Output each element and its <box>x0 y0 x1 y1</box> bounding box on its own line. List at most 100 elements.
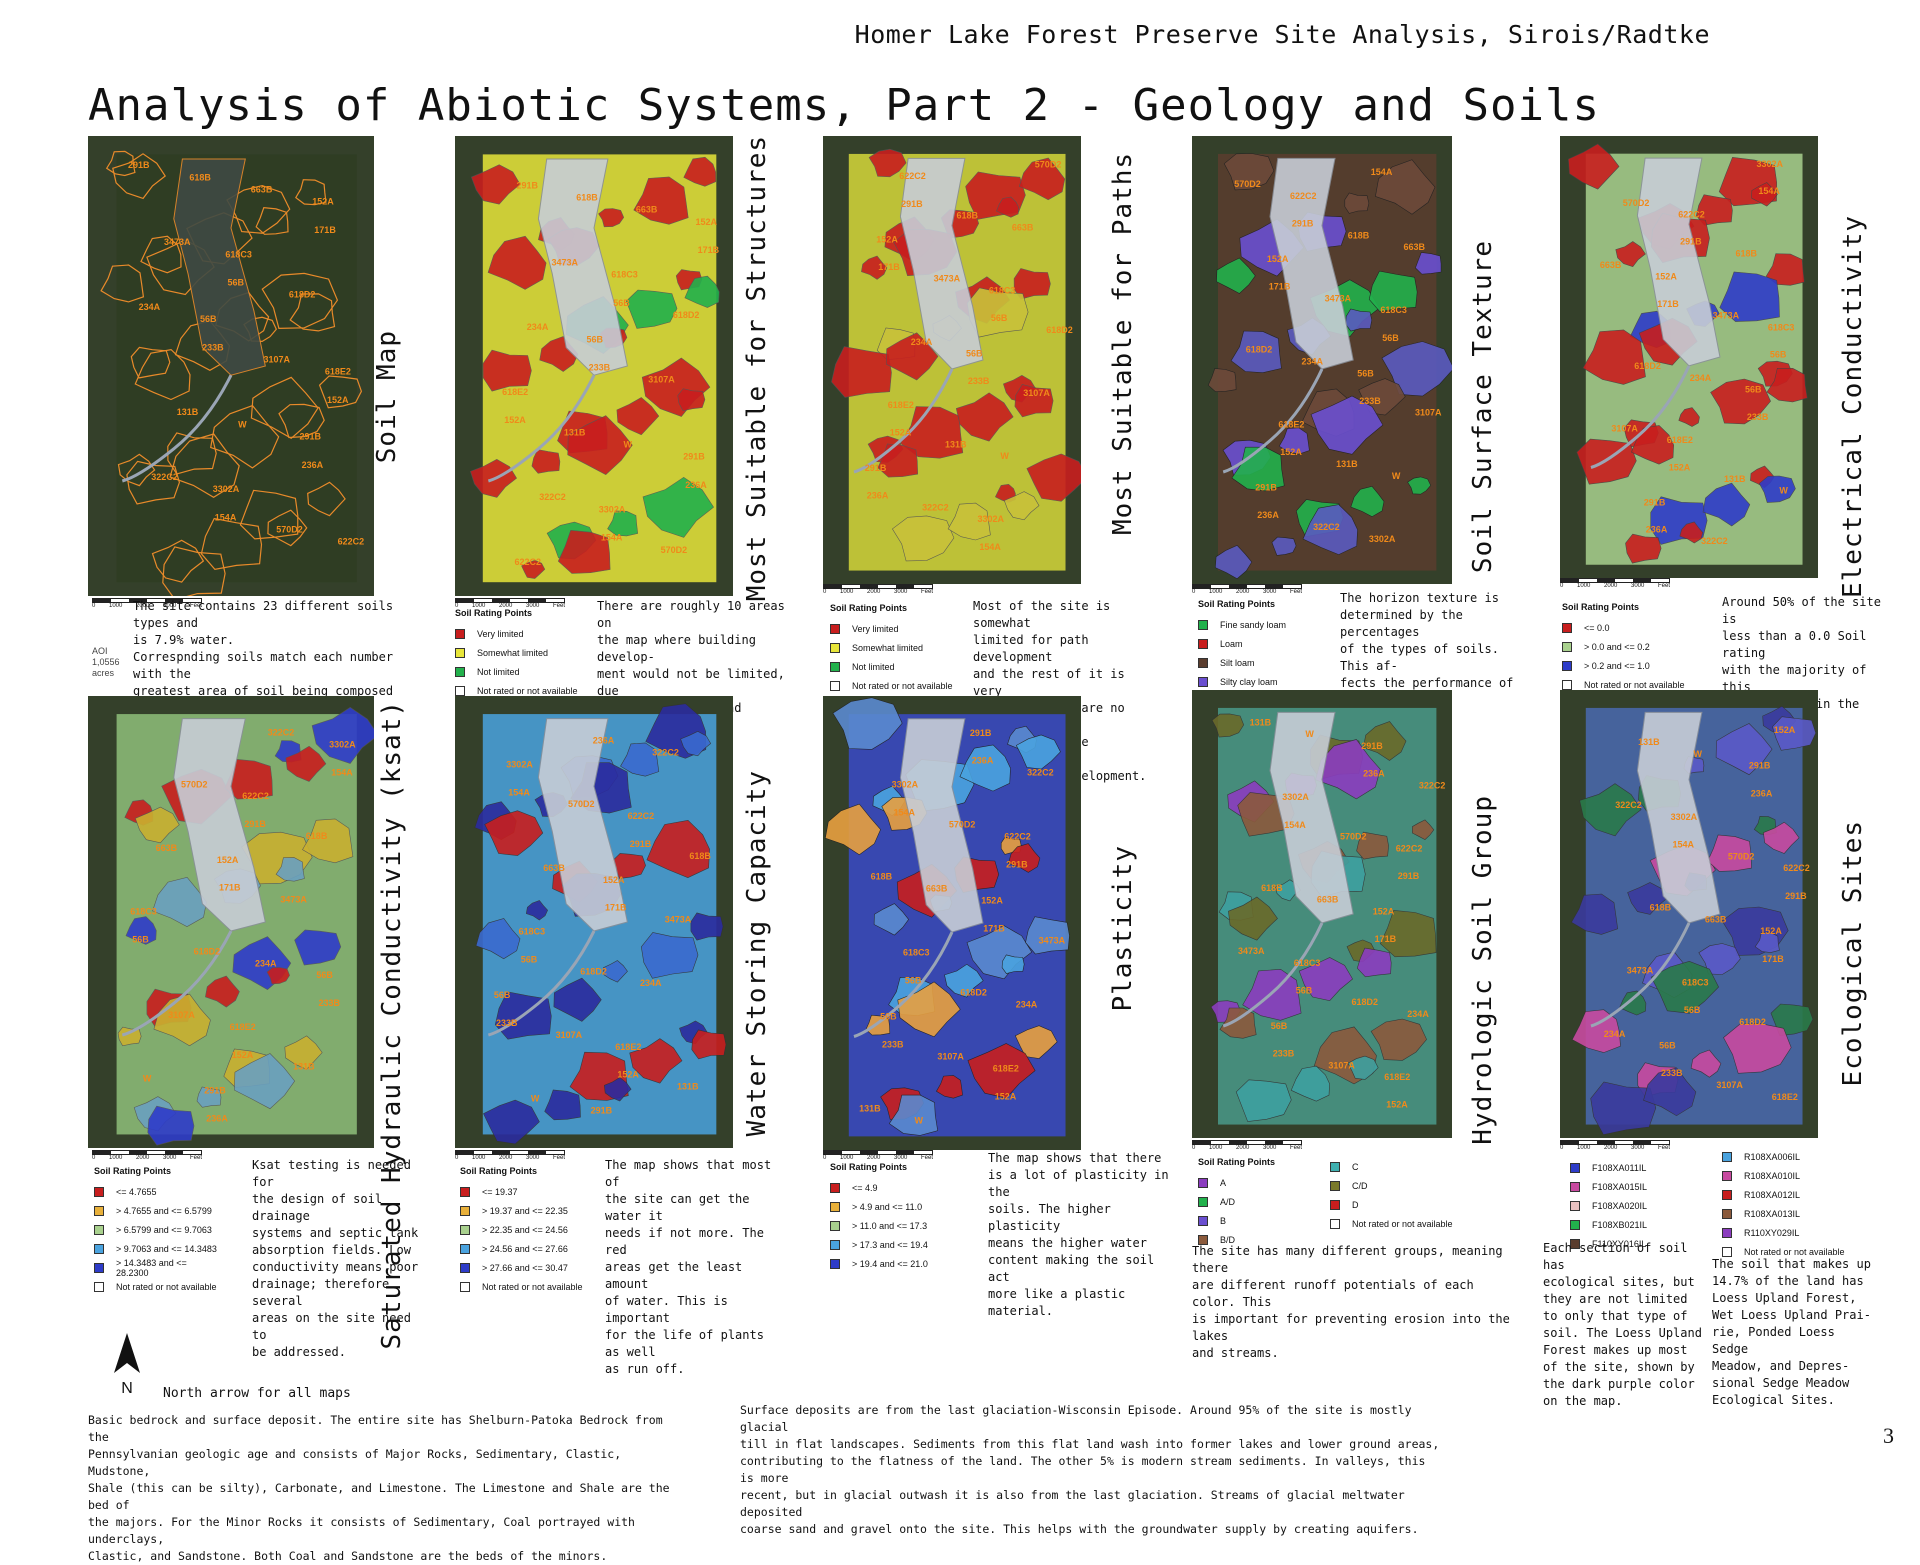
soil-unit-label: 171B <box>1657 299 1679 309</box>
legend-label: R108XA013IL <box>1744 1208 1801 1219</box>
soil-unit-label: 152A <box>603 875 625 885</box>
legend-item: F108XB021IL <box>1570 1215 1647 1234</box>
soil-unit-label: 618B <box>957 211 979 221</box>
soil-unit-label: 56B <box>1659 1041 1676 1051</box>
legend-swatch <box>94 1243 104 1254</box>
scale-bar-ticks: 0 1000 2000 3000 Feet <box>1192 1145 1302 1151</box>
soil-unit-label: 618B <box>871 872 893 882</box>
soil-unit-label: 233B <box>496 1018 518 1028</box>
soil-unit-label: 56B <box>905 976 922 986</box>
soil-unit-label: 618C3 <box>611 270 638 280</box>
soil-unit-label: 291B <box>970 728 992 738</box>
legend-ksat: Soil Rating Points <= 4.7655 > 4.7655 and … <box>94 1166 217 1296</box>
soil-unit-label: 3107A <box>1611 423 1638 433</box>
scale-tick: 1000 <box>839 589 854 595</box>
legend-label: F108XA015IL <box>1592 1181 1648 1192</box>
map-paths: 291B 56B 152A 154A 171B 233B 236A 618B 618D2 131B… <box>823 136 1081 584</box>
soil-unit-label: 234A <box>1407 1009 1429 1019</box>
soil-unit-label: 154A <box>508 787 530 797</box>
legend-swatch <box>1330 1161 1340 1172</box>
scale-tick: 2000 <box>866 1155 881 1161</box>
legend-item: Fine sandy loam <box>1198 615 1321 634</box>
legend-item: C/D <box>1330 1176 1453 1195</box>
map-graphic-ecological: 291B 56B 152A 154A 171B 233B 236A 618B 618D2 131B… <box>1560 690 1818 1138</box>
map-graphic-hydrologic: 291B 56B 152A 154A 171B 233B 236A 618B 618D2 131B… <box>1192 690 1452 1138</box>
soil-unit-label: 291B <box>865 463 887 473</box>
soil-unit-label: 322C2 <box>268 728 295 738</box>
scale-tick: 3000 <box>525 603 540 609</box>
scale-tick: 1000 <box>108 603 123 609</box>
soil-unit-label: 3107A <box>1023 388 1050 398</box>
soil-unit-label: 322C2 <box>1027 768 1054 778</box>
soil-unit-label: 618D2 <box>580 966 607 976</box>
soil-unit-label: 3473A <box>280 895 307 905</box>
legend-item: Somewhat limited <box>830 638 953 657</box>
legend-label: F108XB021IL <box>1592 1219 1648 1230</box>
legend-item: > 4.7655 and <= 6.5799 <box>94 1201 217 1220</box>
legend-swatch <box>1570 1162 1580 1173</box>
legend-swatch <box>1722 1170 1732 1181</box>
soil-unit-label: 56B <box>880 1011 897 1021</box>
legend-label: > 4.7655 and <= 6.5799 <box>116 1205 212 1216</box>
legend-label: > 19.4 and <= 21.0 <box>852 1258 928 1269</box>
legend-label: Somewhat limited <box>852 642 924 653</box>
soil-unit-label: 131B <box>677 1082 699 1092</box>
legend-label: > 11.0 and <= 17.3 <box>852 1220 928 1231</box>
page-title: Analysis of Abiotic Systems, Part 2 - Ge… <box>88 80 1600 131</box>
scale-tick: 2000 <box>135 1155 150 1161</box>
soil-unit-label: 663B <box>1600 260 1622 270</box>
soil-unit-label: 234A <box>911 337 933 347</box>
soil-unit-label: 131B <box>564 427 586 437</box>
soil-unit-label: 622C2 <box>628 811 655 821</box>
legend-swatch <box>1198 1215 1208 1226</box>
soil-unit-label: 291B <box>1785 891 1807 901</box>
soil-unit-label: 3302A <box>978 514 1005 524</box>
scale-bar-graphic <box>1192 584 1302 589</box>
legend-label: D <box>1352 1199 1359 1210</box>
soil-unit-label: 56B <box>228 278 245 288</box>
map-graphic-paths: 291B 56B 152A 154A 171B 233B 236A 618B 618D2 131B… <box>823 136 1081 584</box>
scale-unit: Feet <box>552 1155 565 1161</box>
soil-unit-label: 234A <box>1016 999 1038 1009</box>
soil-unit-label: 291B <box>683 452 705 462</box>
scale-tick: 0 <box>1560 583 1564 589</box>
legend-item: R108XA006IL <box>1722 1147 1845 1166</box>
panel-title-structures: Most Suitable for Structures <box>742 135 772 602</box>
soil-unit-label: 154A <box>331 767 353 777</box>
map-graphic-soil-map: 291B 56B 152A 154A 171B 233B 236A 618B 618D2 131B… <box>88 136 374 596</box>
legend-plasticity: Soil Rating Points <= 4.9 > 4.9 and <= 11.… <box>830 1162 928 1273</box>
legend-item: Not rated or not available <box>1330 1214 1453 1233</box>
legend-swatch <box>455 628 465 639</box>
soil-unit-label: 622C2 <box>1783 863 1810 873</box>
soil-unit-label: 618C3 <box>989 286 1016 296</box>
soil-unit-label: 171B <box>1762 954 1784 964</box>
soil-unit-label: 236A <box>1646 525 1668 535</box>
soil-unit-label: 622C2 <box>1396 844 1423 854</box>
soil-unit-label: W <box>915 1115 924 1125</box>
legend-label: Not limited <box>852 661 895 672</box>
soil-unit-label: 3473A <box>934 274 961 284</box>
soil-unit-label: 618E2 <box>993 1063 1019 1073</box>
soil-unit-label: 154A <box>979 542 1001 552</box>
panel-title-conductivity: Electrical Conductivity <box>1838 215 1868 599</box>
soil-unit-label: 618E2 <box>1278 420 1304 430</box>
legend-title: Soil Rating Points <box>1198 599 1276 609</box>
legend-item: A <box>1198 1173 1275 1192</box>
legend-label: > 0.2 and <= 1.0 <box>1584 660 1650 671</box>
legend-swatch <box>830 1201 840 1212</box>
soil-unit-label: 56B <box>991 313 1008 323</box>
legend-item: A/D <box>1198 1192 1275 1211</box>
legend-item: > 0.2 and <= 1.0 <box>1562 656 1685 675</box>
scale-tick: 3000 <box>162 603 177 609</box>
soil-unit-label: 3473A <box>1325 293 1352 303</box>
scale-tick: 1000 <box>1576 1145 1591 1151</box>
map-ecological: 291B 56B 152A 154A 171B 233B 236A 618B 618D2 131B… <box>1560 690 1818 1138</box>
legend-title: Soil Rating Points <box>1198 1157 1276 1167</box>
scale-tick: 2000 <box>1235 589 1250 595</box>
map-water: 291B 56B 152A 154A 171B 233B 236A 618B 618D2 131B… <box>455 696 733 1148</box>
soil-unit-label: 131B <box>1250 717 1272 727</box>
legend-swatch <box>1198 657 1208 668</box>
soil-unit-label: 322C2 <box>539 492 566 502</box>
scale-bar-graphic <box>455 1150 565 1155</box>
soil-unit-label: 152A <box>217 855 239 865</box>
